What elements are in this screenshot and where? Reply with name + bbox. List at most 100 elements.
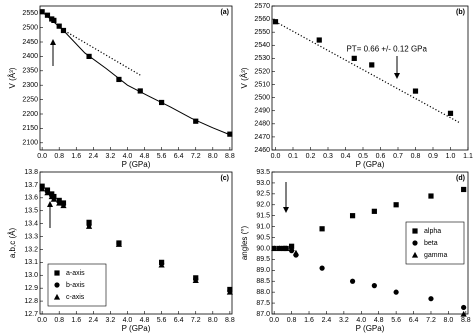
linear-fit [58, 27, 141, 76]
point [428, 193, 434, 199]
legend-label: alpha [424, 228, 441, 235]
fit-line [41, 11, 231, 136]
y-tick-label: 13.7 [24, 182, 38, 189]
point [116, 76, 122, 83]
y-tick-label: 2530 [254, 55, 270, 62]
point [393, 202, 399, 208]
x-tick-label: 1.1 [463, 153, 473, 160]
x-tick-label: 4.0 [356, 317, 366, 324]
point [44, 189, 51, 196]
plot-frame [271, 171, 469, 315]
x-tick-label: 4.8 [140, 153, 150, 160]
y-tick-label: 2480 [254, 121, 270, 128]
y-tick-label: 12.7 [24, 311, 38, 318]
point [276, 245, 283, 252]
x-tick-label: 5.6 [157, 153, 167, 160]
y-tick-label: 2500 [22, 24, 38, 31]
x-tick-label: 1.0 [446, 153, 456, 160]
y-tick-label: 90.5 [256, 234, 270, 241]
x-tick-label: 0.0 [37, 317, 47, 324]
y-tick-label: 2460 [254, 147, 270, 154]
y-tick-label: 13.4 [24, 220, 38, 227]
y-tick-label: 2520 [254, 68, 270, 75]
point [393, 289, 399, 295]
point [461, 304, 467, 311]
x-axis-label: P (GPa) [356, 324, 385, 333]
x-tick-label: 4.8 [374, 317, 384, 324]
point [371, 208, 377, 214]
x-tick-label: 4.8 [140, 317, 150, 324]
x-tick-label: 4.0 [123, 317, 133, 324]
y-tick-label: 2570 [254, 3, 270, 10]
x-axis-label: P (GPa) [122, 324, 151, 333]
y-tick-label: 88.5 [256, 278, 270, 285]
x-tick-label: 7.2 [191, 153, 201, 160]
y-tick-label: 2300 [22, 82, 38, 89]
y-tick-label: 2560 [254, 16, 270, 23]
y-tick-label: 2550 [254, 29, 270, 36]
y-tick-label: 87.0 [256, 311, 270, 318]
plot-frame [271, 5, 469, 151]
x-tick-label: 0.0 [269, 317, 279, 324]
plot-frame [39, 171, 233, 315]
x-tick-label: 6.4 [409, 317, 419, 324]
point [351, 55, 357, 61]
point [50, 196, 57, 202]
point [39, 9, 45, 15]
y-tick-label: 12.8 [24, 298, 38, 305]
x-tick-label: 3.2 [106, 153, 116, 160]
legend-label: b-axis [66, 282, 85, 289]
x-tick-label: 6.4 [174, 153, 184, 160]
y-tick-label: 13.0 [24, 272, 38, 279]
y-tick-label: 13.1 [24, 259, 38, 266]
point [115, 241, 123, 247]
point [349, 213, 356, 219]
x-tick-label: 0.8 [411, 153, 421, 160]
x-tick-label: 8.8 [461, 317, 471, 324]
point [460, 310, 467, 317]
point [461, 186, 467, 193]
x-tick-label: 0.9 [428, 153, 438, 160]
y-tick-label: 89.0 [256, 267, 270, 274]
x-axis-label: P (GPa) [122, 160, 151, 169]
point [226, 288, 233, 295]
y-tick-label: 2450 [22, 39, 38, 46]
x-tick-label: 8.8 [225, 317, 235, 324]
y-axis-label: angles (°) [240, 226, 249, 261]
y-axis-label: V (Å³) [240, 67, 249, 88]
x-tick-label: 1.6 [71, 317, 81, 324]
x-tick-label: 3.2 [339, 317, 349, 324]
annotation: PT= 0.66 +/- 0.12 GPa [346, 44, 427, 53]
x-tick-label: 2.4 [322, 317, 332, 324]
point [271, 245, 278, 252]
point [292, 249, 300, 256]
x-tick-label: 1.6 [71, 153, 81, 160]
x-tick-label: 0.1 [288, 153, 298, 160]
y-tick-label: 2510 [254, 81, 270, 88]
legend-marker [53, 293, 61, 300]
x-tick-label: 8.0 [208, 153, 218, 160]
x-tick-label: 7.2 [426, 317, 436, 324]
legend-marker [412, 240, 418, 246]
x-tick-label: 5.6 [157, 317, 167, 324]
legend-marker [411, 251, 419, 258]
panel-label: (d) [456, 175, 465, 182]
x-tick-label: 0.5 [358, 153, 368, 160]
point [137, 88, 143, 94]
x-tick-label: 0.0 [271, 153, 281, 160]
point [319, 226, 325, 232]
x-tick-label: 0.8 [54, 153, 64, 160]
x-tick-label: 0.3 [323, 153, 333, 160]
y-tick-label: 90.0 [256, 245, 270, 252]
x-tick-label: 8.8 [225, 153, 235, 160]
y-tick-label: 91.0 [256, 223, 270, 230]
point [51, 17, 57, 23]
x-tick-label: 0.7 [393, 153, 403, 160]
x-tick-label: 0.0 [37, 153, 47, 160]
point [56, 199, 63, 206]
point [283, 245, 290, 252]
point [227, 131, 233, 137]
y-tick-label: 93.0 [256, 180, 270, 187]
y-tick-label: 2350 [22, 68, 38, 75]
